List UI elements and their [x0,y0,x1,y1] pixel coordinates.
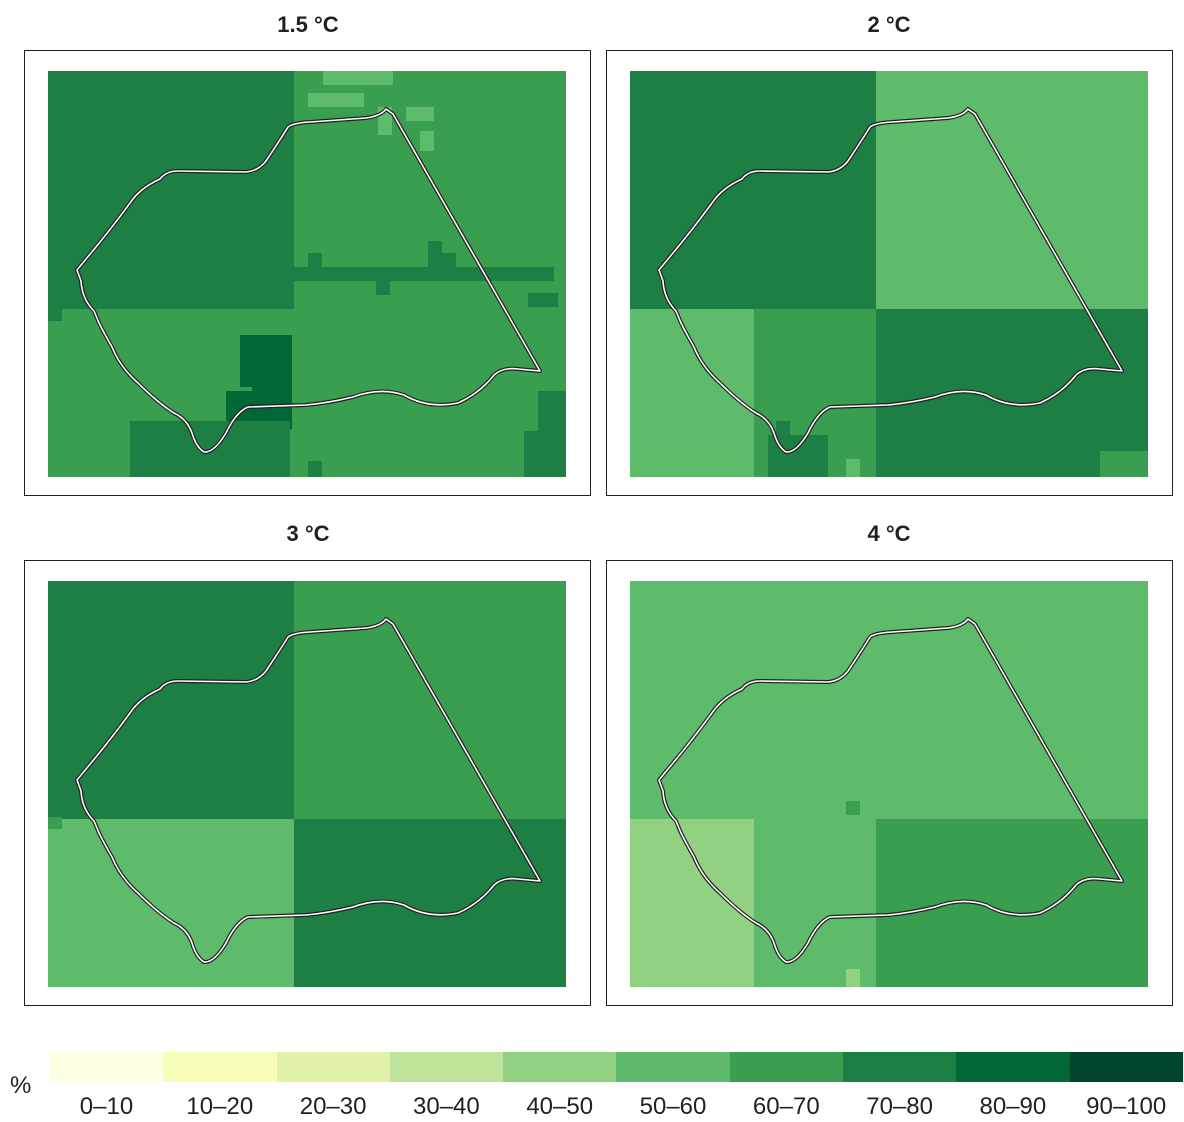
legend-label-5: 50–60 [639,1093,707,1120]
map-3 [48,581,566,987]
legend-swatch-8 [956,1052,1070,1082]
grid-cell [846,969,860,987]
map-2 [630,71,1148,477]
grid-cell [1133,971,1148,987]
legend-label-6: 60–70 [752,1093,820,1120]
grid-cell [308,93,364,107]
cell-sw-center [754,819,876,987]
cell-nw [48,71,294,309]
region-outline [76,618,541,963]
panel-title-4: 4 °C [867,521,911,546]
legend-unit: % [10,1072,32,1099]
legend-label-2: 20–30 [299,1093,367,1120]
legend-label-8: 80–90 [979,1093,1047,1120]
grid-cell [406,107,434,121]
map-panel-2 [606,50,1173,496]
grid-cell [428,241,442,267]
map-panel-3 [24,560,591,1006]
legend-label-7: 70–80 [866,1093,933,1120]
legend-swatch-4 [503,1052,617,1082]
map-panel-4 [606,560,1173,1006]
legend-label-3: 30–40 [413,1093,480,1120]
legend-swatch-0 [50,1052,164,1082]
grid-cell [846,801,860,815]
legend-swatch-3 [389,1052,504,1082]
legend-swatch-5 [616,1052,730,1082]
grid-cell [323,71,393,85]
legend-label-4: 40–50 [526,1093,594,1120]
grid-cell [538,391,566,477]
grid-cell [308,253,322,267]
grid-cell [524,431,538,477]
legend-label-1: 10–20 [186,1093,254,1120]
legend-swatch-9 [1069,1052,1183,1082]
cell-nw [630,71,876,309]
grid-cell [294,267,554,281]
panel-title-1: 1.5 °C [277,12,339,37]
panel-title-2: 2 °C [867,12,911,37]
grid-cell [1120,401,1148,451]
region-outline [76,108,541,453]
grid-cell [846,459,860,477]
grid-cell [442,253,456,267]
panel-title-3: 3 °C [286,521,330,546]
map-4 [630,581,1148,987]
grid-cell [420,131,434,151]
map-panel-1 [24,50,591,496]
cell-ne [876,581,1148,819]
legend-label-9: 90–100 [1086,1093,1167,1120]
legend-colorbar [50,1052,1183,1082]
cell-se [876,819,1148,987]
cell-nw [48,581,294,819]
map-1 [48,71,566,477]
grid-cell [48,307,62,321]
grid-cell [754,917,784,935]
cell-nw [630,581,876,819]
region-outline [658,618,1123,963]
grid-cell [48,817,62,829]
grid-cell [1100,451,1148,477]
grid-cell [308,461,322,477]
region-outline [658,108,1123,453]
grid-cell [294,71,308,99]
legend-swatch-1 [163,1052,277,1082]
legend-swatch-6 [729,1052,844,1082]
cell-ne [876,71,1148,309]
legend-swatch-2 [276,1052,390,1082]
cell-se [294,819,566,987]
grid-cell [528,293,558,307]
legend-swatch-7 [843,1052,957,1082]
grid-cell [376,267,390,295]
grid-cell [776,421,790,435]
legend-label-0: 0–10 [79,1093,134,1120]
cell-ne [294,581,566,819]
cell-sw [48,819,294,987]
